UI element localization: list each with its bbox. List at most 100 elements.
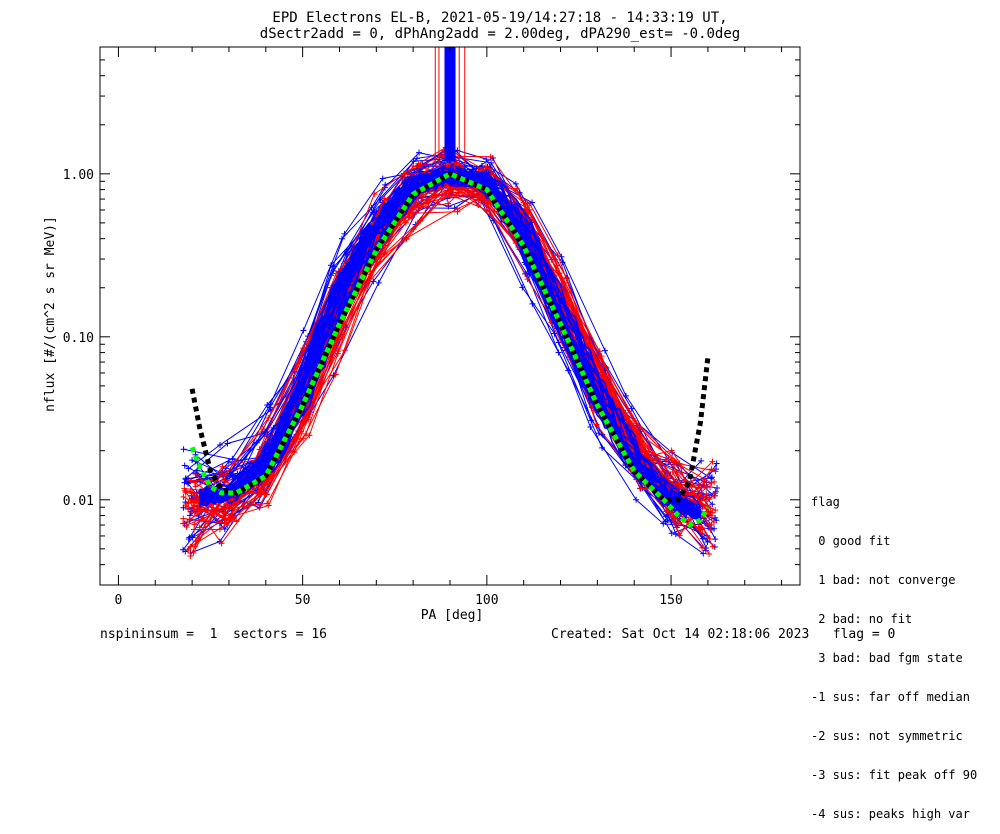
data-point-marker [226, 504, 233, 511]
data-point-marker [183, 522, 190, 529]
footer-flag: flag = 0 [832, 627, 896, 642]
data-point-marker [668, 447, 675, 454]
data-point-marker [526, 200, 533, 207]
data-point-marker [513, 185, 520, 192]
data-point-marker [264, 500, 271, 507]
data-point-marker [714, 485, 721, 492]
fit-curve-black [189, 171, 711, 503]
traces-layer [180, 47, 721, 559]
data-point-marker [602, 347, 609, 354]
data-point-marker [381, 195, 388, 202]
x-tick-label: 50 [295, 593, 311, 608]
data-point-marker [192, 483, 199, 490]
data-point-marker [180, 520, 187, 527]
data-point-marker [558, 253, 565, 260]
data-point-marker [671, 459, 678, 466]
data-point-marker [670, 514, 677, 521]
data-point-marker [676, 460, 683, 467]
data-point-marker [700, 550, 707, 557]
data-point-marker [709, 543, 716, 550]
data-point-marker [416, 149, 423, 156]
data-point-marker [707, 484, 714, 491]
data-point-marker [300, 435, 307, 442]
data-point-marker [190, 492, 197, 499]
data-point-marker [181, 462, 188, 469]
data-point-marker [413, 155, 420, 162]
y-tick-label: 1.00 [63, 168, 94, 183]
data-point-marker [185, 547, 192, 554]
data-point-marker [228, 518, 235, 525]
data-point-marker [487, 153, 494, 160]
data-point-marker [293, 363, 300, 370]
data-point-marker [637, 436, 644, 443]
data-point-marker [266, 475, 273, 482]
blue-band-group [198, 165, 702, 523]
data-point-marker [696, 526, 703, 533]
data-point-marker [221, 478, 228, 485]
data-point-marker [377, 196, 384, 203]
data-point-marker [709, 501, 716, 508]
data-point-marker [512, 180, 519, 187]
data-point-marker [676, 532, 683, 539]
data-point-marker [447, 185, 454, 192]
data-point-marker [180, 446, 187, 453]
data-point-marker [712, 514, 719, 521]
data-point-marker [403, 236, 410, 243]
x-tick-label: 100 [475, 593, 498, 608]
data-point-marker [633, 496, 640, 503]
data-point-marker [454, 205, 461, 212]
footer-created: Created: Sat Oct 14 02:18:06 2023 flag =… [551, 627, 895, 642]
data-point-marker [596, 430, 603, 437]
data-point-marker [402, 219, 409, 226]
data-point-marker [300, 327, 307, 334]
data-point-marker [194, 467, 201, 474]
data-point-marker [197, 508, 204, 515]
data-point-marker [187, 552, 194, 559]
data-point-marker [712, 468, 719, 475]
data-point-marker [625, 414, 632, 421]
data-point-marker [371, 191, 378, 198]
chart-title-line-2: dSectr2add = 0, dPhAng2add = 2.00deg, dP… [259, 26, 741, 42]
created-timestamp: Created: Sat Oct 14 02:18:06 2023 [551, 627, 810, 642]
y-tick-label: 0.10 [63, 331, 94, 346]
data-point-marker [189, 457, 196, 464]
y-tick-label: 0.01 [63, 494, 94, 509]
legend-item: 2 bad: no fit [811, 612, 913, 626]
data-point-marker [483, 200, 490, 207]
chart-svg: 0 50 100 150 0.01 0.10 1.00 PA [deg] nflux [#/… [43, 46, 801, 623]
data-point-marker [379, 175, 386, 182]
legend-item: -1 sus: far off median [811, 690, 970, 704]
series-blue-trace [199, 181, 716, 548]
x-tick-label: 0 [115, 593, 123, 608]
series-red-trace [195, 180, 703, 549]
data-point-marker [188, 477, 195, 484]
footer-spin-info: nspininsum = 1 sectors = 16 [100, 627, 327, 642]
data-point-marker [698, 457, 705, 464]
data-point-marker [519, 284, 526, 291]
data-point-marker [637, 485, 644, 492]
data-point-marker [408, 214, 415, 221]
data-point-marker [552, 256, 559, 263]
data-point-marker [259, 426, 266, 433]
data-point-marker [266, 404, 273, 411]
data-point-marker [703, 490, 710, 497]
data-point-marker [417, 161, 424, 168]
data-point-marker [190, 499, 197, 506]
legend-item: 3 bad: bad fgm state [811, 651, 963, 665]
data-point-marker [636, 424, 643, 431]
data-point-marker [706, 521, 713, 528]
data-point-marker [706, 535, 713, 542]
data-point-marker [192, 471, 199, 478]
data-point-marker [180, 546, 187, 553]
data-point-marker [298, 428, 305, 435]
series-red-trace [200, 174, 700, 531]
data-point-marker [445, 200, 452, 207]
series-blue-trace [199, 179, 704, 555]
data-point-marker [701, 479, 708, 486]
data-point-marker [306, 432, 313, 439]
legend-title: flag [811, 495, 840, 509]
data-point-marker [183, 478, 190, 485]
data-point-marker [229, 455, 236, 462]
data-point-marker [453, 192, 460, 199]
data-point-marker [488, 159, 495, 166]
